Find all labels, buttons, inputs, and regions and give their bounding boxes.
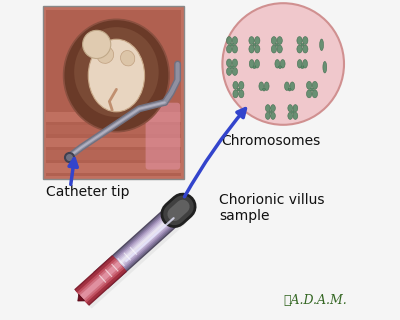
Ellipse shape [249,45,254,53]
Circle shape [83,30,111,59]
Ellipse shape [97,46,114,63]
Ellipse shape [297,45,302,53]
Ellipse shape [266,105,270,112]
Ellipse shape [88,39,144,112]
Circle shape [230,44,234,46]
Ellipse shape [226,68,232,76]
Ellipse shape [232,36,238,44]
Ellipse shape [120,51,135,66]
Ellipse shape [74,27,159,117]
Ellipse shape [288,105,292,112]
Ellipse shape [303,45,308,53]
Ellipse shape [271,112,275,119]
Ellipse shape [323,61,327,73]
Ellipse shape [288,112,292,119]
FancyBboxPatch shape [46,138,181,147]
FancyBboxPatch shape [46,125,181,134]
Polygon shape [78,294,84,301]
Ellipse shape [232,59,238,67]
Ellipse shape [293,112,298,119]
Ellipse shape [232,68,238,76]
Ellipse shape [303,36,308,44]
Ellipse shape [312,81,318,89]
Text: Catheter tip: Catheter tip [46,185,130,199]
Ellipse shape [232,45,238,53]
Circle shape [301,44,304,46]
Ellipse shape [226,45,232,53]
Ellipse shape [271,36,276,44]
FancyBboxPatch shape [46,112,181,122]
Ellipse shape [303,60,308,68]
Ellipse shape [239,81,244,89]
Ellipse shape [280,60,285,68]
Circle shape [262,88,266,91]
Ellipse shape [306,81,312,89]
Circle shape [292,111,294,113]
FancyBboxPatch shape [43,6,184,179]
Ellipse shape [293,105,298,112]
Circle shape [230,66,234,69]
Ellipse shape [249,36,254,44]
Ellipse shape [233,81,238,89]
Text: ✱A.D.A.M.: ✱A.D.A.M. [283,294,347,307]
Circle shape [288,88,291,91]
Circle shape [237,88,240,91]
FancyBboxPatch shape [46,150,181,160]
Ellipse shape [233,90,238,98]
Ellipse shape [259,82,264,91]
Ellipse shape [264,82,269,91]
Ellipse shape [226,59,232,67]
Circle shape [278,66,282,69]
Ellipse shape [320,39,324,51]
Ellipse shape [226,36,232,44]
Ellipse shape [297,36,302,44]
FancyBboxPatch shape [46,163,181,173]
Ellipse shape [312,90,318,98]
Ellipse shape [266,112,270,119]
Ellipse shape [297,60,302,68]
Circle shape [310,88,314,91]
FancyBboxPatch shape [146,103,180,170]
Ellipse shape [255,36,260,44]
Text: Chorionic villus
sample: Chorionic villus sample [219,193,325,223]
Circle shape [269,111,272,113]
Circle shape [253,66,256,69]
Circle shape [222,3,344,125]
Circle shape [301,66,304,69]
Ellipse shape [290,82,295,91]
Ellipse shape [277,45,282,53]
Ellipse shape [271,45,276,53]
Ellipse shape [306,90,312,98]
Circle shape [275,44,278,46]
Ellipse shape [284,82,289,91]
Ellipse shape [271,105,275,112]
Ellipse shape [249,60,254,68]
Ellipse shape [277,36,282,44]
Ellipse shape [275,60,280,68]
Ellipse shape [255,45,260,53]
FancyBboxPatch shape [46,10,181,176]
Ellipse shape [255,60,260,68]
Circle shape [253,44,256,46]
Ellipse shape [239,90,244,98]
Ellipse shape [64,19,169,132]
Text: Chromosomes: Chromosomes [221,134,320,148]
